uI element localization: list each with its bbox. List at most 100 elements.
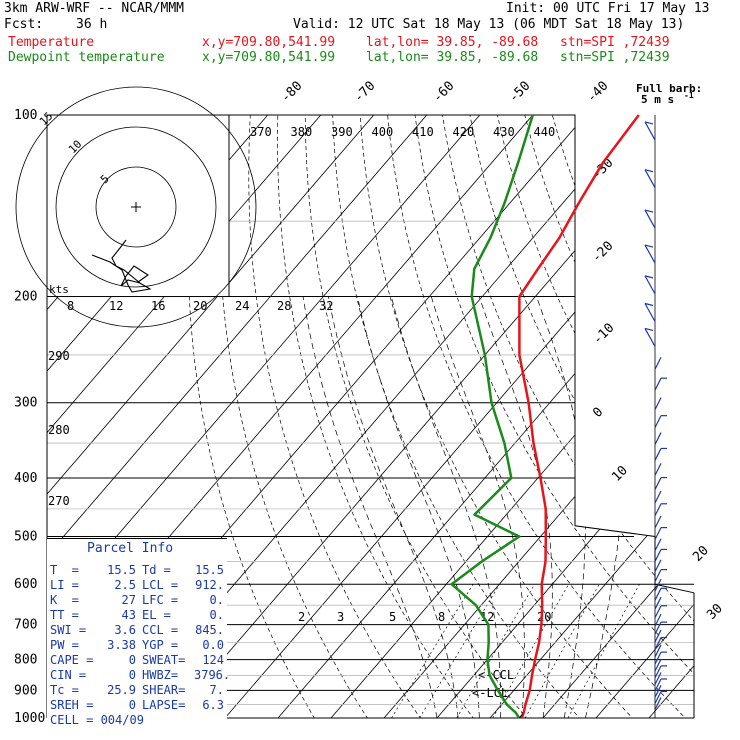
parcel-info-k1: PW = — [50, 638, 79, 652]
parcel-info-v2: 3796. — [194, 668, 231, 682]
isotherm-line — [542, 115, 694, 718]
theta-e-label: 380 — [291, 125, 313, 139]
parcel-info-v1: 15.5 — [107, 563, 136, 577]
wind-barb — [654, 448, 662, 461]
speed-tick-label: 32 — [319, 299, 333, 313]
wind-barb-flag — [644, 275, 654, 279]
parcel-info-k2: YGP = — [142, 638, 179, 652]
parcel-info-v2: 124 — [202, 653, 224, 667]
wind-barb — [644, 209, 656, 229]
dry-adiabat-line — [304, 115, 538, 718]
parcel-info-v1: 2.5 — [114, 578, 136, 592]
parcel-info-v1: 25.9 — [107, 683, 136, 697]
isotherm-label: -60 — [430, 79, 457, 106]
wind-barb — [644, 328, 656, 347]
wind-barb — [654, 397, 662, 410]
isotherm-line — [383, 115, 694, 718]
dry-adiabat-line — [661, 115, 694, 718]
wind-barb — [654, 538, 662, 552]
wind-barb — [654, 678, 662, 692]
wind-barb — [654, 578, 662, 592]
parcel-info-row: CIN = 0 HWBZ= 3796. — [50, 668, 231, 682]
init-time: Init: 00 UTC Fri 17 May 13 — [506, 1, 710, 16]
hodograph-unit-label: kts — [49, 283, 69, 296]
mixing-ratio-label: 5 — [389, 610, 396, 624]
pressure-tick-label: 600 — [14, 577, 37, 592]
mixing-ratio-line — [419, 584, 500, 718]
parcel-info-row: SREH = 0 LAPSE= 6.3 — [50, 698, 224, 712]
wind-key-value: 5 m s — [641, 93, 674, 106]
speed-tick-label: 20 — [193, 299, 207, 313]
dry-adiabat-line — [187, 115, 323, 718]
dry-adiabat-line — [359, 115, 645, 718]
parcel-info-row: Tc = 25.9 SHEAR= 7. — [50, 683, 224, 697]
speed-tick-label: 24 — [235, 299, 249, 313]
parcel-info-v2: 6.3 — [202, 698, 224, 712]
isotherm-label: 30 — [704, 601, 726, 623]
parcel-info-v2: 0.0 — [202, 638, 224, 652]
pressure-tick-label: 400 — [14, 471, 37, 486]
isotherm-line — [277, 115, 694, 718]
wind-barb — [654, 596, 662, 610]
pressure-tick-label: 800 — [14, 653, 37, 668]
isotherm-label: -10 — [590, 321, 617, 348]
dry-adiabat-line — [469, 115, 694, 718]
wind-barb — [654, 559, 662, 572]
dewpoint-legend: Dewpoint temperature — [8, 50, 165, 65]
lcl-label: <-LCL — [472, 686, 508, 700]
hodograph-trace — [91, 239, 152, 293]
speed-tick-label: 12 — [109, 299, 123, 313]
dewpoint-latlon: lat,lon= 39.85, -89.68 — [366, 50, 539, 65]
theta-e-label: 400 — [372, 125, 394, 139]
dewpoint-xy: x,y=709.80,541.99 — [202, 50, 336, 65]
sounding-traces — [450, 114, 640, 719]
temperature-legend: Temperature — [8, 35, 95, 50]
wind-barb — [654, 644, 662, 658]
parcel-info-k1: SREH = — [50, 698, 94, 712]
dry-adiabat-line — [551, 115, 694, 718]
wind-barb — [654, 672, 662, 685]
wind-barb — [644, 275, 656, 295]
wind-barb — [654, 637, 662, 650]
wind-barb — [654, 658, 662, 672]
wind-barb — [654, 549, 662, 562]
mixing-ratio-label: 8 — [438, 610, 445, 624]
wind-barb-flag — [644, 209, 654, 213]
wind-barb — [654, 490, 662, 504]
parcel-info-cell: CELL = 004/09 — [50, 713, 144, 727]
theta-e-label: 420 — [453, 125, 475, 139]
dry-adiabat-label: 280 — [48, 423, 70, 437]
moist-adiabat-line — [390, 296, 502, 718]
dry-adiabat-line — [414, 115, 694, 718]
dry-adiabat-line — [606, 115, 694, 718]
dry-adiabat-line — [497, 115, 694, 718]
hodograph-ring — [55, 126, 217, 288]
parcel-info-k2: SHEAR= — [142, 683, 186, 697]
wind-key-title: Full barb: — [636, 82, 702, 95]
dry-adiabat-line — [689, 115, 694, 718]
parcel-info-k1: CIN = — [50, 668, 87, 682]
pressure-tick-label: 900 — [14, 683, 37, 698]
speed-tick-label: 8 — [67, 299, 74, 313]
temperature-latlon: lat,lon= 39.85, -89.68 — [366, 35, 539, 50]
pressure-tick-label: 500 — [14, 529, 37, 544]
temperature-stn: stn=SPI ,72439 — [560, 35, 670, 50]
wind-barb — [654, 356, 662, 370]
speed-tick-label: 16 — [151, 299, 165, 313]
parcel-info-v2: 912. — [195, 578, 224, 592]
isotherm-label: -70 — [351, 79, 378, 106]
theta-e-label: 440 — [534, 125, 556, 139]
dewpoint-trace — [450, 114, 534, 719]
parcel-info-k1: TT = — [50, 608, 79, 622]
parcel-info-k1: T = — [50, 563, 79, 577]
wind-barb — [654, 621, 662, 635]
parcel-info-row: K = 27 LFC = 0. — [50, 593, 224, 607]
mixing-ratio-label: 2 — [298, 610, 305, 624]
isotherm-line — [702, 115, 740, 718]
wind-barb — [654, 477, 662, 490]
isotherm-label: 0 — [590, 405, 606, 421]
wind-barb — [654, 588, 662, 601]
parcel-info-v1: 0 — [128, 653, 136, 667]
wind-barb — [654, 569, 662, 582]
wind-barb — [654, 503, 662, 517]
